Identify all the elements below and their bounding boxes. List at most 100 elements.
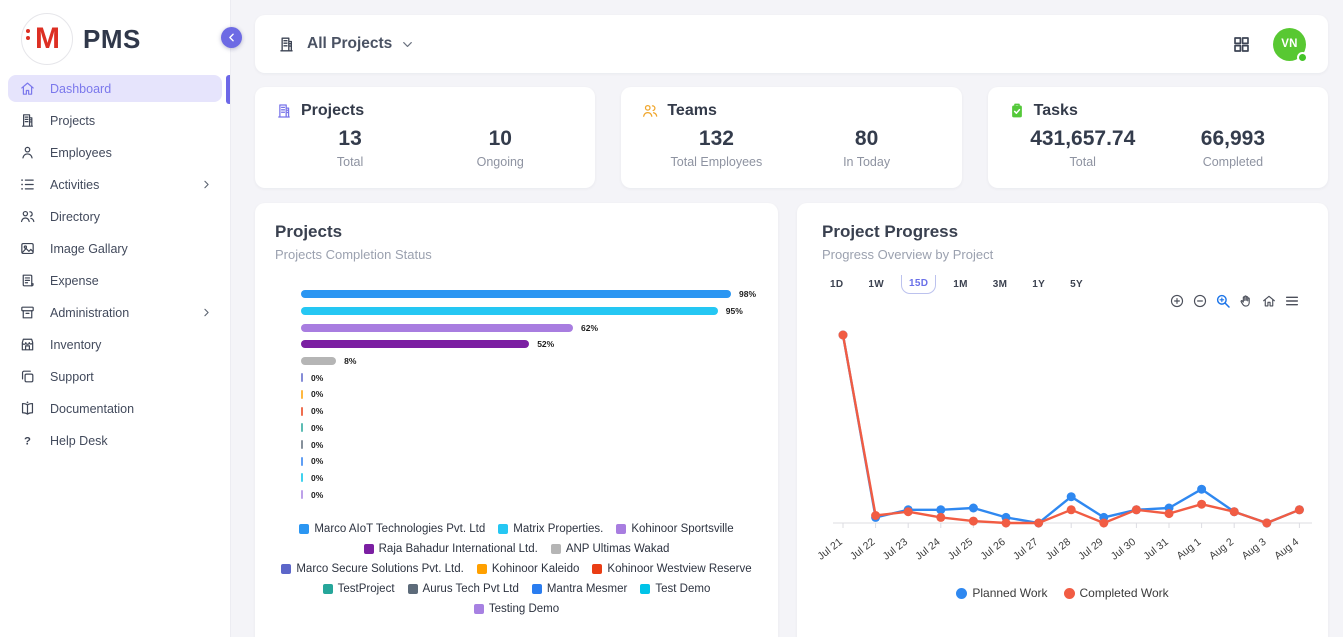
sidebar-item-label: Inventory bbox=[50, 337, 102, 352]
range-button-5y[interactable]: 5Y bbox=[1062, 275, 1091, 295]
building-icon bbox=[278, 104, 290, 118]
progress-card-title: Project Progress bbox=[822, 222, 959, 241]
legend-item[interactable]: Kohinoor Westview Reserve bbox=[592, 563, 752, 575]
legend-item[interactable]: TestProject bbox=[322, 583, 395, 595]
stat-card-tasks: Tasks 431,657.74 Total 66,993 Completed bbox=[987, 87, 1328, 188]
legend-item[interactable]: Marco AIoT Technologies Pvt. Ltd bbox=[299, 523, 485, 535]
bar-row: 8% bbox=[275, 353, 758, 370]
legend-item[interactable]: Matrix Properties. bbox=[498, 523, 603, 535]
zoom-out-button[interactable] bbox=[1192, 293, 1208, 309]
box-zoom-button[interactable] bbox=[1215, 293, 1231, 309]
book-icon bbox=[21, 401, 34, 415]
bar-value-label: 0% bbox=[311, 372, 324, 383]
home-icon bbox=[21, 82, 34, 95]
legend-item-completed-work[interactable]: Completed Work bbox=[1063, 586, 1169, 600]
menu-button[interactable] bbox=[1284, 293, 1300, 309]
legend-item[interactable]: Testing Demo bbox=[473, 603, 559, 615]
svg-text:Jul 26: Jul 26 bbox=[978, 536, 1008, 563]
chevron-left-icon bbox=[229, 33, 234, 42]
range-button-1y[interactable]: 1Y bbox=[1024, 275, 1053, 295]
legend-item[interactable]: Kohinoor Sportsville bbox=[616, 523, 734, 535]
sidebar-item-dashboard[interactable]: Dashboard bbox=[8, 75, 222, 102]
sidebar-item-help-desk[interactable]: ? Help Desk bbox=[8, 427, 222, 454]
active-item-indicator bbox=[226, 75, 230, 104]
bar-row: 0% bbox=[275, 403, 758, 420]
stat-value: 80 bbox=[854, 127, 879, 150]
stat-title: Projects bbox=[301, 102, 365, 119]
completion-bar-chart: 98% 95% 62% 52% 8% 0% 0% 0% 0% 0% 0% 0% 0% bbox=[275, 286, 758, 503]
legend-item[interactable]: Raja Bahadur International Ltd. bbox=[363, 543, 538, 555]
sidebar-item-directory[interactable]: Directory bbox=[8, 203, 222, 230]
sidebar-item-label: Support bbox=[50, 369, 94, 384]
sidebar-item-administration[interactable]: Administration bbox=[8, 299, 222, 326]
legend-item[interactable]: Kohinoor Kaleido bbox=[476, 563, 579, 575]
range-button-1w[interactable]: 1W bbox=[860, 275, 892, 295]
legend-swatch bbox=[498, 523, 509, 534]
help-icon: ? bbox=[24, 435, 31, 447]
legend-item[interactable]: ANP Ultimas Wakad bbox=[550, 543, 669, 555]
legend-swatch bbox=[281, 563, 292, 574]
stat-metric: 66,993 Completed bbox=[1158, 127, 1308, 169]
legend-item[interactable]: Marco Secure Solutions Pvt. Ltd. bbox=[281, 563, 464, 575]
apps-grid-button[interactable] bbox=[1232, 35, 1251, 54]
person-icon bbox=[22, 146, 33, 159]
bar bbox=[301, 323, 573, 332]
sidebar-item-documentation[interactable]: Documentation bbox=[8, 395, 222, 422]
sidebar-nav: Dashboard Projects Employees Activities Dire… bbox=[0, 75, 230, 459]
bar-value-label: 0% bbox=[311, 472, 324, 483]
bar-value-label: 0% bbox=[311, 456, 324, 467]
legend-swatch bbox=[640, 583, 651, 594]
sidebar-item-image-gallary[interactable]: Image Gallary bbox=[8, 235, 222, 262]
expand-chevron bbox=[201, 307, 212, 318]
bar bbox=[301, 456, 303, 466]
sidebar-item-expense[interactable]: Expense bbox=[8, 267, 222, 294]
legend-item[interactable]: Aurus Tech Pvt Ltd bbox=[407, 583, 519, 595]
building-icon bbox=[280, 36, 293, 52]
line-chart-svg: Jul 21 Jul 22 Jul 23 Jul 24 Jul 25 Jul 26 Jul … bbox=[815, 330, 1312, 563]
topbar: All Projects VN bbox=[255, 15, 1328, 73]
range-button-15d[interactable]: 15D bbox=[901, 275, 937, 294]
avatar[interactable]: VN bbox=[1273, 27, 1308, 63]
sidebar-item-inventory[interactable]: Inventory bbox=[8, 331, 222, 358]
legend-item-planned-work[interactable]: Planned Work bbox=[956, 586, 1048, 600]
svg-text:Aug 4: Aug 4 bbox=[1272, 536, 1301, 562]
reset-home-button[interactable] bbox=[1261, 293, 1277, 309]
legend-swatch bbox=[473, 603, 484, 614]
archive-icon bbox=[21, 306, 34, 319]
sidebar-collapse-button[interactable] bbox=[221, 27, 242, 48]
zoom-in-button[interactable] bbox=[1169, 293, 1185, 309]
sidebar-item-employees[interactable]: Employees bbox=[8, 139, 222, 166]
bar bbox=[301, 423, 303, 433]
sidebar-item-label: Employees bbox=[50, 145, 112, 160]
building-icon bbox=[21, 114, 34, 127]
stat-metric: 10 Ongoing bbox=[425, 127, 575, 169]
sidebar-item-projects[interactable]: Projects bbox=[8, 107, 222, 134]
logo-letter: M bbox=[26, 22, 60, 56]
sidebar-item-support[interactable]: Support bbox=[8, 363, 222, 390]
stats-row: Projects 13 Total 10 Ongoing Teams 132 Total Em… bbox=[255, 87, 1328, 188]
range-button-1m[interactable]: 1M bbox=[945, 275, 976, 295]
bar bbox=[301, 290, 731, 299]
chevron-right-icon bbox=[204, 180, 209, 189]
sidebar-item-label: Image Gallary bbox=[50, 241, 128, 256]
pan-button[interactable] bbox=[1238, 293, 1254, 309]
bar-value-label: 62% bbox=[581, 322, 599, 333]
sidebar-item-label: Dashboard bbox=[50, 81, 112, 96]
sidebar-item-label: Activities bbox=[50, 177, 100, 192]
store-icon bbox=[21, 338, 34, 351]
chevron-down-icon bbox=[403, 41, 413, 47]
stat-title: Teams bbox=[667, 102, 717, 119]
range-button-1d[interactable]: 1D bbox=[822, 275, 851, 295]
sidebar-item-label: Expense bbox=[50, 273, 99, 288]
legend-item[interactable]: Mantra Mesmer bbox=[531, 583, 627, 595]
chart-toolbar bbox=[1169, 293, 1300, 309]
legend-item[interactable]: Test Demo bbox=[640, 583, 710, 595]
stat-metric: 13 Total bbox=[275, 127, 425, 169]
range-button-3m[interactable]: 3M bbox=[985, 275, 1016, 295]
svg-text:Jul 28: Jul 28 bbox=[1044, 536, 1074, 563]
sidebar-item-label: Directory bbox=[50, 209, 101, 224]
svg-text:Jul 23: Jul 23 bbox=[881, 536, 911, 563]
legend-swatch bbox=[322, 583, 333, 594]
sidebar-item-activities[interactable]: Activities bbox=[8, 171, 222, 198]
project-filter[interactable]: All Projects bbox=[277, 35, 414, 54]
